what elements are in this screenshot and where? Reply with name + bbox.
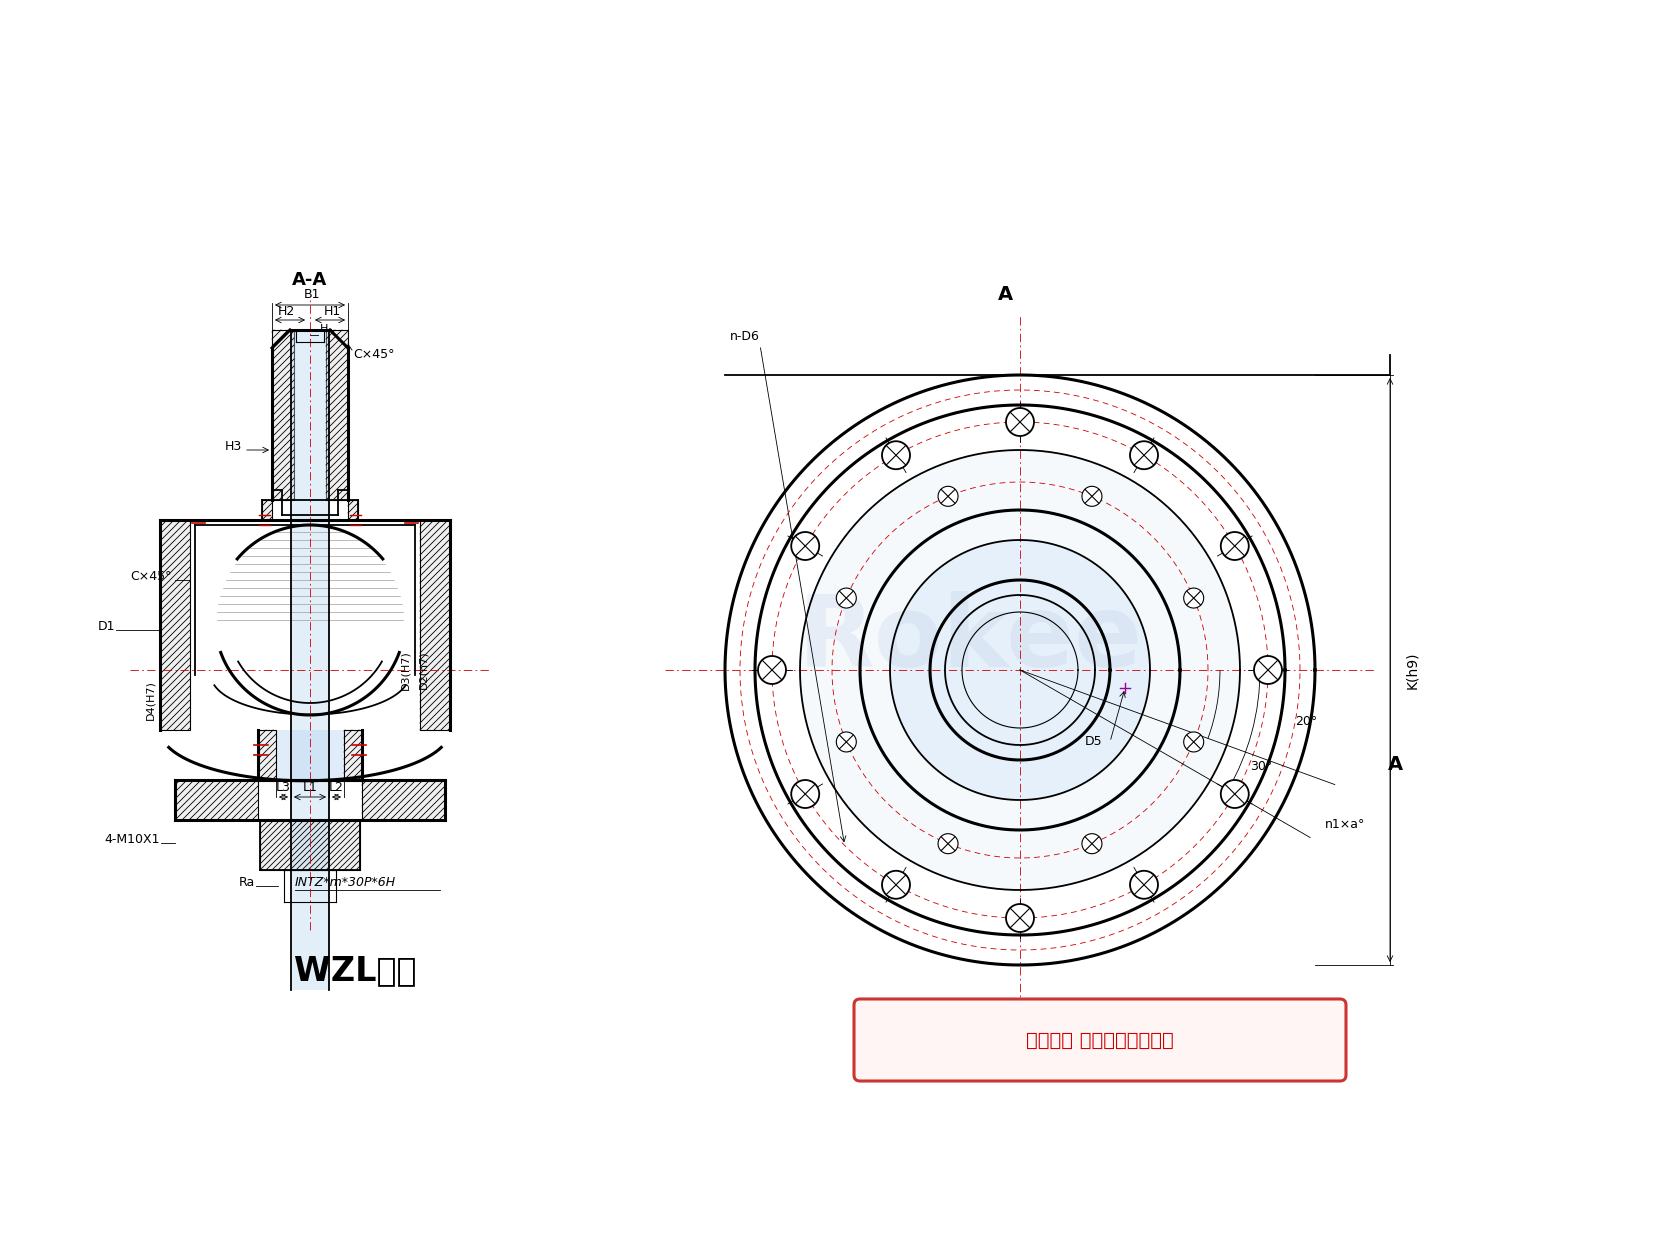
Circle shape [791,532,820,559]
Circle shape [937,486,958,507]
Text: H1: H1 [323,305,341,318]
Text: 版权所有 侵权必被严厉追究: 版权所有 侵权必被严厉追究 [1026,1031,1174,1050]
Bar [259,730,276,780]
Bar [344,730,361,780]
Bar [326,330,348,500]
Bar [291,330,329,990]
Circle shape [1253,656,1282,684]
Text: H: H [319,324,328,334]
Circle shape [837,732,857,752]
Text: A: A [998,285,1013,304]
Text: D4(H7): D4(H7) [144,680,155,719]
Circle shape [1184,732,1203,752]
Bar [160,520,190,730]
Text: C×45°: C×45° [353,348,395,362]
Text: H3: H3 [225,440,242,454]
Circle shape [1221,532,1248,559]
Bar [272,330,294,500]
Text: D1: D1 [97,620,114,633]
Text: L1: L1 [302,781,318,794]
Circle shape [1184,588,1203,609]
Text: K(h9): K(h9) [1404,651,1420,689]
Circle shape [1131,441,1158,469]
Text: C×45°: C×45° [129,570,171,583]
Text: D3(H7): D3(H7) [400,650,410,690]
Bar [175,780,259,820]
Text: WZL系列: WZL系列 [294,954,417,987]
Text: INTZ*m*30P*6H: INTZ*m*30P*6H [296,876,396,890]
Bar [260,820,360,869]
Circle shape [1082,486,1102,507]
Circle shape [800,450,1240,890]
Text: A-A: A-A [292,271,328,289]
Circle shape [937,834,958,854]
Circle shape [1006,408,1033,436]
Circle shape [1006,903,1033,932]
Text: A: A [1388,755,1403,774]
Text: 30°: 30° [1250,760,1272,772]
Bar [361,780,445,820]
Bar [348,500,358,520]
Text: L3: L3 [276,781,291,794]
Circle shape [890,541,1151,800]
Bar [276,730,344,780]
Circle shape [882,871,911,898]
Bar [420,520,450,730]
Text: n-D6: n-D6 [731,330,759,343]
Text: H2: H2 [277,305,294,318]
Text: Rokee: Rokee [798,591,1142,688]
Circle shape [882,441,911,469]
Text: B1: B1 [304,289,321,301]
Circle shape [1082,834,1102,854]
Text: 20°: 20° [1295,714,1317,728]
Circle shape [758,656,786,684]
Circle shape [1131,871,1158,898]
Text: L2: L2 [329,781,344,794]
Text: n1×a°: n1×a° [1326,818,1366,830]
Text: D2(h7): D2(h7) [418,650,428,689]
Text: 4-M10X1: 4-M10X1 [104,833,160,845]
FancyBboxPatch shape [853,999,1346,1081]
Text: Ra: Ra [239,876,255,890]
Circle shape [1221,780,1248,808]
Circle shape [791,780,820,808]
Text: D5: D5 [1085,735,1102,748]
Circle shape [837,588,857,609]
Bar [262,500,272,520]
